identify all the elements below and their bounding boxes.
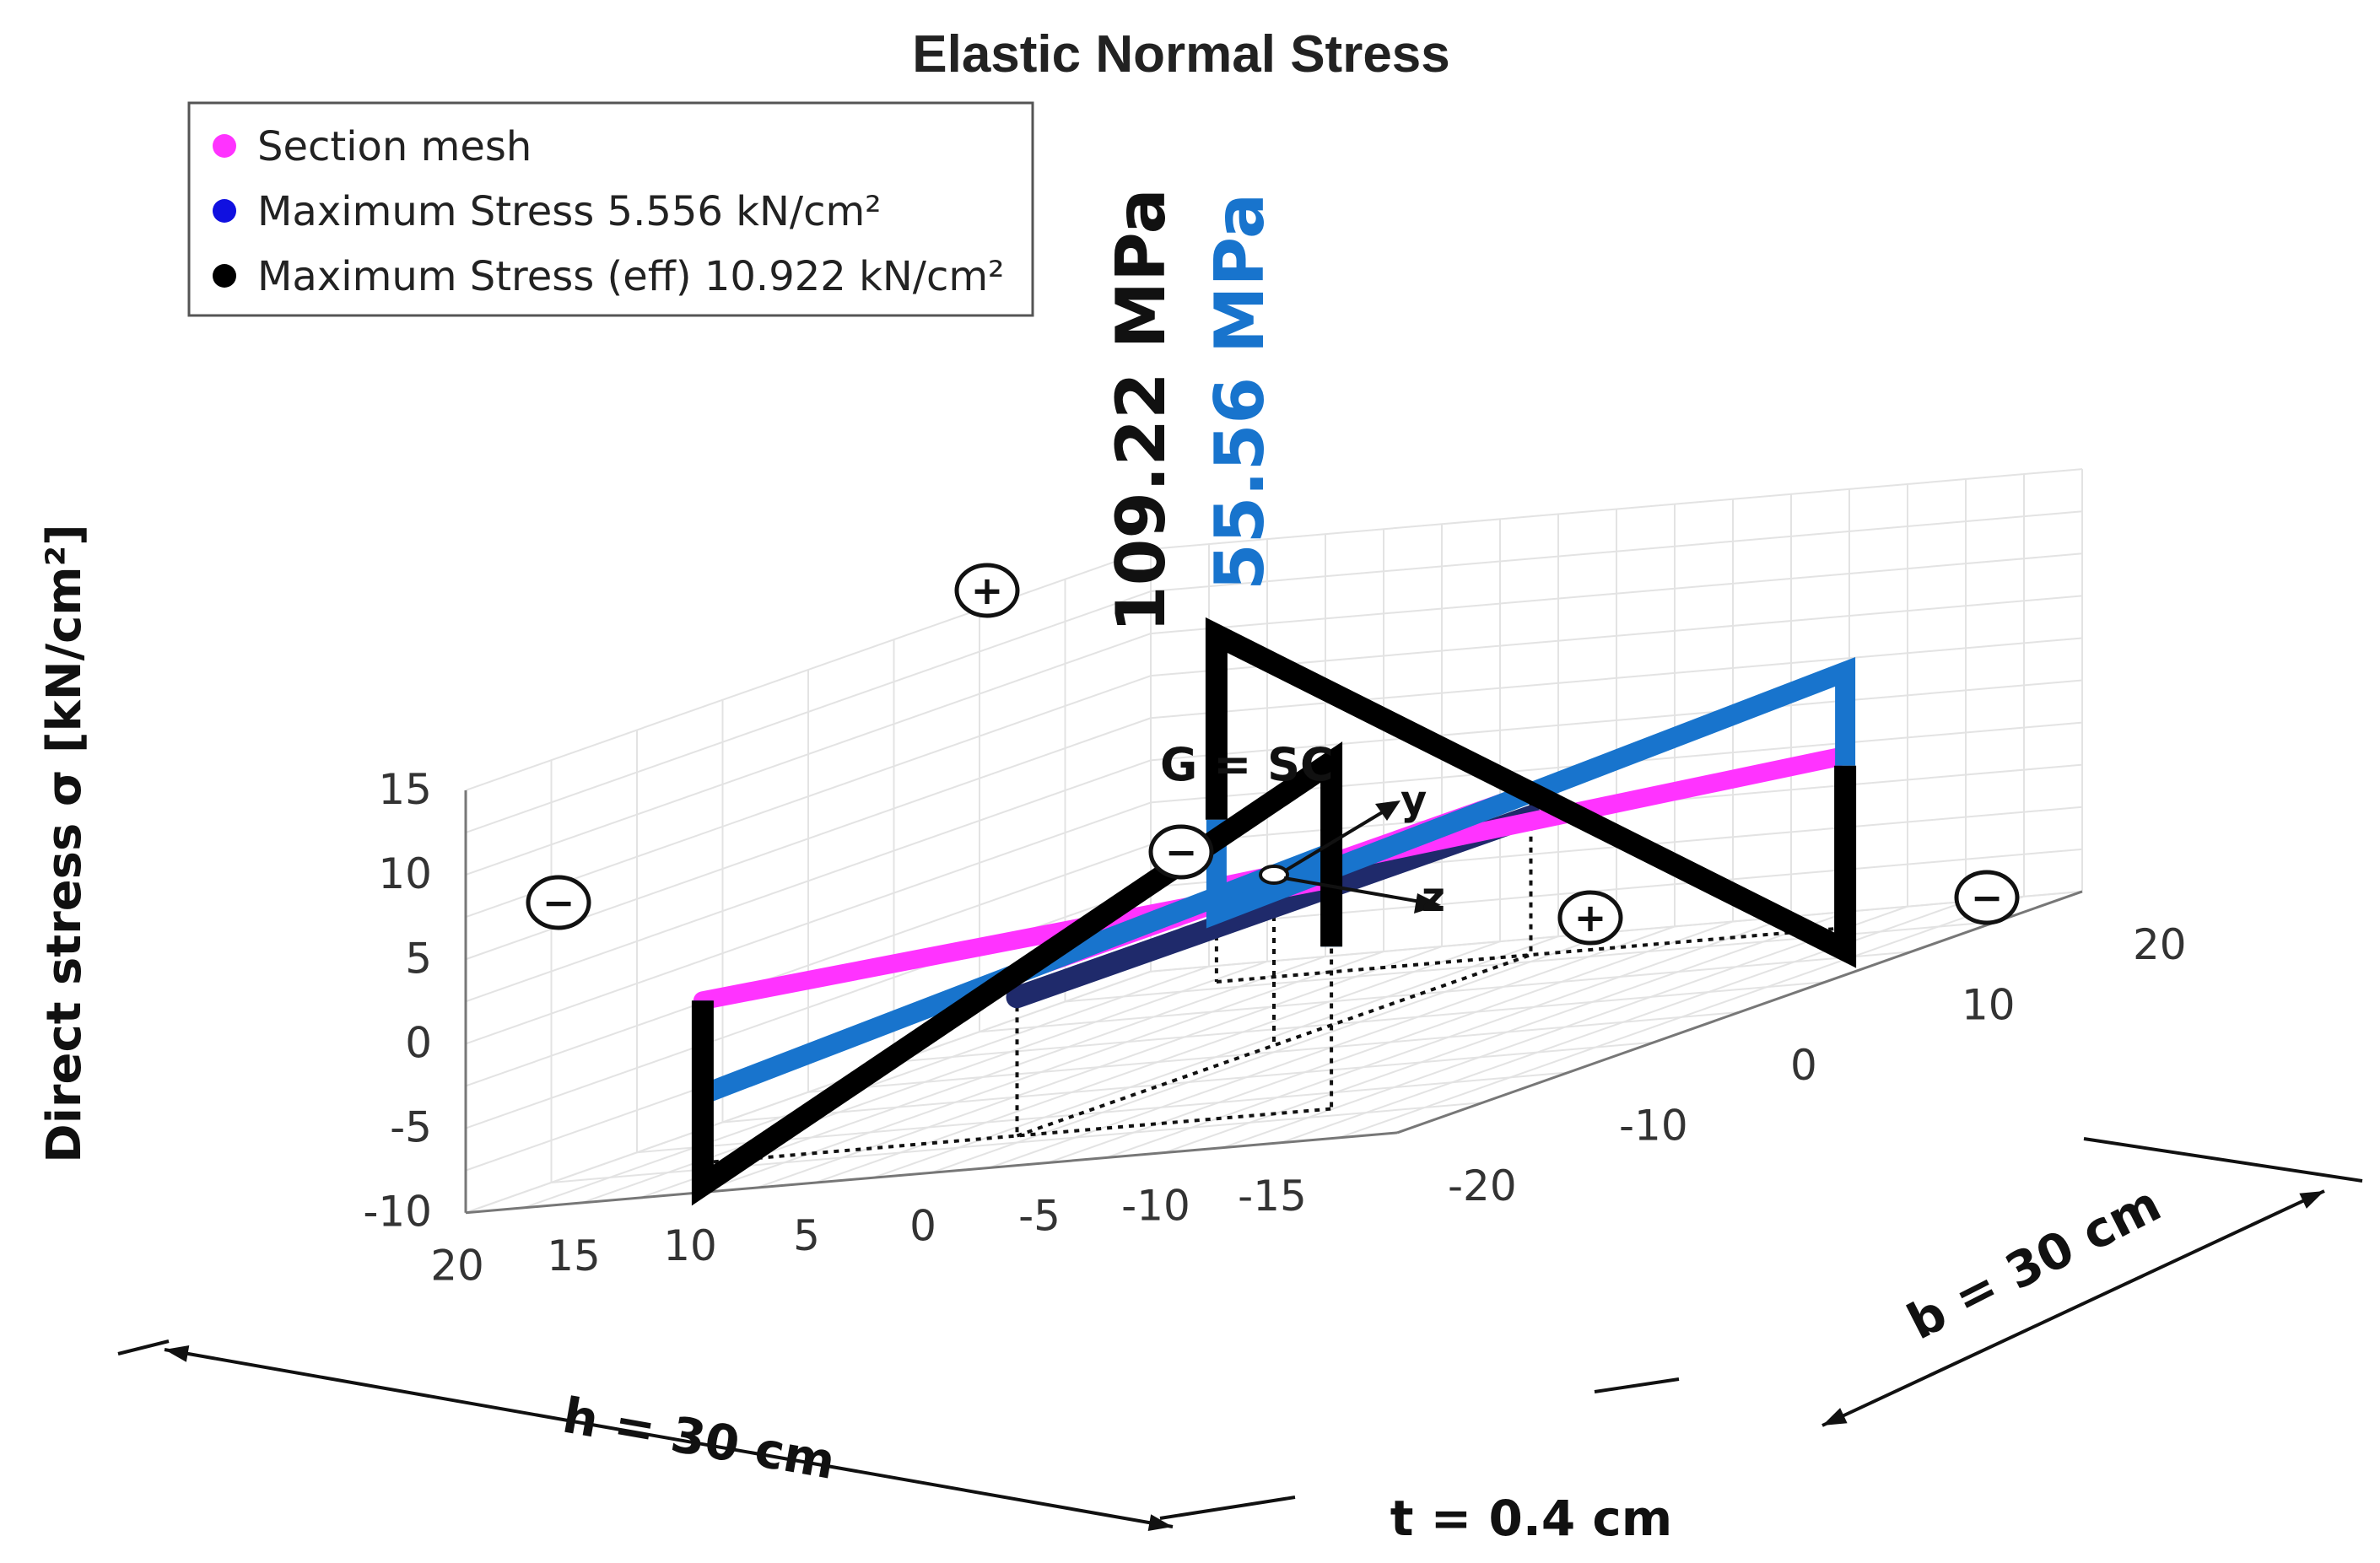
svg-text:−: − [1971,875,2004,920]
dimension-h-line [164,1348,1174,1528]
svg-text:−: − [1165,829,1198,875]
z-tick-label: 15 [378,765,432,814]
sign-minus-web: − [1148,824,1214,880]
grid-line [1222,905,1908,1149]
centroid-marker [1259,864,1289,885]
sign-minus-left: − [526,875,591,930]
local-axis-y-label: y [1400,777,1427,824]
x-tick-label: -15 [1238,1172,1307,1221]
dimension-h-tick [117,1339,170,1355]
legend-label-mesh: Section mesh [257,123,532,170]
dimension-b-tick [1594,1377,1680,1393]
dimension-b-label: b = 30 cm [1898,1175,2170,1351]
sign-plus-left: + [954,563,1020,618]
projection-line [1016,953,1532,1138]
legend-label-black: Maximum Stress (eff) 10.922 kN/cm² [257,253,1004,300]
legend-marker-blue [213,199,236,223]
chart-marks [117,617,2363,1532]
svg-text:+: + [1574,895,1607,940]
dimension-h-label: h = 30 cm [559,1387,839,1491]
grid-line [465,970,1152,1214]
dimension-b-line [1821,1189,2325,1427]
grid-line [814,940,1501,1184]
grid-line [1163,910,1850,1154]
z-axis-label: Direct stress σ [kN/cm²] [37,524,92,1163]
dimension-b-line-arrowhead [2299,1191,2324,1209]
sign-markers: − + − + − [526,563,2020,946]
legend: Section mesh Maximum Stress 5.556 kN/cm²… [187,101,1034,317]
x-tick-label: -5 [1018,1191,1060,1240]
chart-title: Elastic Normal Stress [912,25,1450,84]
x-tick-label: 20 [430,1242,484,1291]
x-tick-label: 0 [909,1201,936,1250]
local-axis-z-arrowhead [1414,892,1441,914]
z-tick-label: -10 [363,1188,432,1237]
z-tick-label: 5 [405,934,432,983]
z-tick-label: 10 [378,849,432,898]
dimension-h-line-arrowhead [165,1345,190,1362]
local-axis-z-arrow [1283,876,1431,905]
x-tick-label: -10 [1121,1182,1190,1231]
tick-labels: 15 10 5 0 -5 -10 20 15 10 5 0 -5 -10 -15 -20 -10 0 10 20 [363,765,2186,1291]
dimension-t-label: t = 0.4 cm [1390,1490,1672,1547]
legend-box [187,101,1034,317]
axis-line [1396,890,2083,1135]
dimension-h-tick [1159,1496,1296,1520]
sign-minus-right: − [1954,870,2020,925]
legend-label-blue: Maximum Stress 5.556 kN/cm² [257,188,881,235]
series-black-left [691,741,1343,1206]
legend-marker-black [213,264,236,288]
z-tick-label: 0 [405,1018,432,1067]
centroid-label: G = SC [1160,738,1334,791]
svg-text:+: + [971,568,1004,613]
black-peak-annotation: 109.22 MPa [1102,188,1180,633]
blue-peak-annotation: 55.56 MPa [1201,193,1279,590]
y-tick-label: 20 [2133,920,2187,969]
z-tick-label: -5 [390,1103,432,1152]
local-axis-z-label: z [1422,874,1445,921]
grid-line [581,960,1268,1204]
dimension-h-line-arrowhead [1147,1514,1173,1532]
svg-text:−: − [542,880,575,925]
y-tick-label: -10 [1619,1101,1688,1150]
grid-line [989,925,1676,1169]
local-axis-y-arrow [1282,805,1394,873]
x-tick-label: 5 [793,1211,820,1260]
y-tick-label: -20 [1448,1161,1517,1210]
x-tick-label: 15 [547,1232,601,1280]
y-tick-label: 10 [1962,980,2016,1029]
axis-line [465,1131,1398,1215]
x-tick-label: 10 [663,1221,717,1270]
dimension-b-tick [2083,1137,2363,1183]
legend-marker-mesh [213,134,236,158]
sign-plus-right: + [1557,890,1623,946]
grid-line [1338,895,2025,1139]
local-axis-y-arrowhead [1375,800,1400,821]
series-black-right [1205,617,1857,968]
y-tick-label: 0 [1790,1041,1817,1090]
dimension-b-line-arrowhead [1822,1408,1848,1426]
